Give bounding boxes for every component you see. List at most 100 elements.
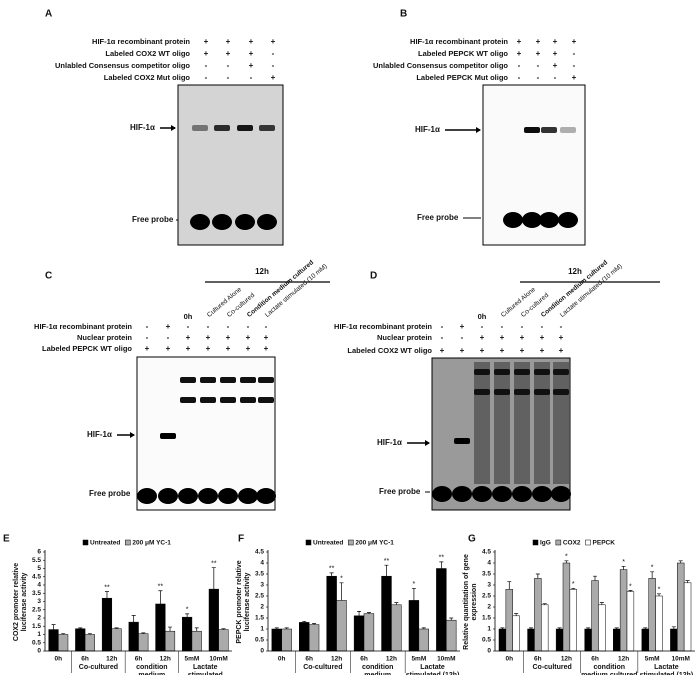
error-bar [366,612,371,614]
gel-band [220,397,236,403]
free-probe [522,212,542,228]
y-tick-label: 3 [37,598,41,605]
bar [75,628,86,652]
y-tick-label: 5.5 [32,557,41,564]
bar [111,628,122,652]
x-tick-label: 6h [305,656,313,663]
error-bar [571,587,576,590]
error-bar [439,561,444,569]
bar [641,628,649,652]
band-label: HIF-1α [377,438,402,447]
bar [336,600,347,652]
y-tick-label: 1.5 [255,615,264,622]
error-bar [500,627,505,629]
free-probe [137,488,157,504]
y-tick-label: 4.5 [482,549,491,556]
significance: * [572,581,575,588]
bar [84,634,95,652]
bar [155,603,166,652]
lane-mark: + [460,346,465,355]
free-probe [558,212,578,228]
lane-mark: - [265,322,268,331]
lane-mark: - [560,322,563,331]
y-axis-label: COX2 promoter relative luciferase activi… [13,562,28,641]
free-probe [218,488,238,504]
y-tick-label: 0.5 [32,639,41,646]
row-label: HIF-1α recombinant protein [410,37,508,46]
gel-band [180,397,196,403]
y-tick-label: 1 [260,626,264,633]
group-label: Lactate stimulated (12h) [640,664,694,675]
y-tick-label: 0 [37,648,41,655]
x-tick-label: 10mM [437,656,455,663]
bar [218,629,229,652]
error-bar [158,590,163,604]
lane-mark: - [146,333,149,342]
lane-mark: - [573,49,576,58]
lane-mark: - [227,73,230,82]
panel-label: A [45,9,52,20]
bar [353,615,365,652]
band-label: Free probe [417,213,459,222]
gel-band [240,377,256,383]
gel-band [494,369,510,375]
x-tick-label: 6h [360,656,368,663]
lane-mark: + [500,333,505,342]
gel-band [258,377,274,383]
error-bar [557,627,562,629]
band-label: Free probe [89,489,131,498]
row-label: HIF-1α recombinant protein [34,322,132,331]
bar [138,633,149,652]
y-tick-label: 1 [37,631,41,638]
legend-label: 200 μM YC-1 [355,540,394,547]
free-probe [178,488,198,504]
row-label: Labeled COX2 WT oligo [105,49,190,58]
error-bar [384,564,389,577]
gel-band [514,389,530,395]
panel-label: F [238,534,244,545]
lane-mark: - [518,73,521,82]
axes [44,550,232,652]
bar [683,582,692,652]
panel-label: B [400,9,407,20]
x-tick-label: 0h [278,656,286,663]
free-probe [432,486,452,502]
gel-band [220,377,236,383]
error-bar [114,627,119,629]
significance: ** [158,584,164,591]
error-bar [593,575,597,581]
free-probe [472,486,492,502]
error-bar [421,627,426,629]
lane-mark: + [520,346,525,355]
lane-mark: - [187,322,190,331]
y-tick-label: 3 [487,582,491,589]
lane-mark: + [145,344,150,353]
y-tick-label: 4 [260,560,264,567]
row-label: Nuclear protein [377,333,432,342]
lane-mark: - [554,73,557,82]
y-tick-label: 5 [37,565,41,572]
bar [527,628,535,652]
lane-mark: + [166,322,171,331]
error-bar [671,626,676,629]
lane-mark: + [553,37,558,46]
x-tick-label: 12h [386,656,397,663]
row-label: HIF-1α recombinant protein [92,37,190,46]
lane-mark: + [226,333,231,342]
y-tick-label: 6 [37,549,41,556]
error-bar [168,626,173,632]
lane-label: 0h [184,312,193,321]
y-tick-label: 3.5 [255,571,264,578]
y-tick-label: 2 [37,615,41,622]
lane-mark: + [559,346,564,355]
lane-mark: + [271,37,276,46]
bar [182,616,193,652]
band-label: HIF-1α [87,430,112,439]
lane-mark: + [249,61,254,70]
error-bar [329,572,334,577]
error-bar [185,613,190,618]
error-bar [411,587,416,601]
lane-mark: - [518,61,521,70]
x-tick-label: 12h [331,656,342,663]
